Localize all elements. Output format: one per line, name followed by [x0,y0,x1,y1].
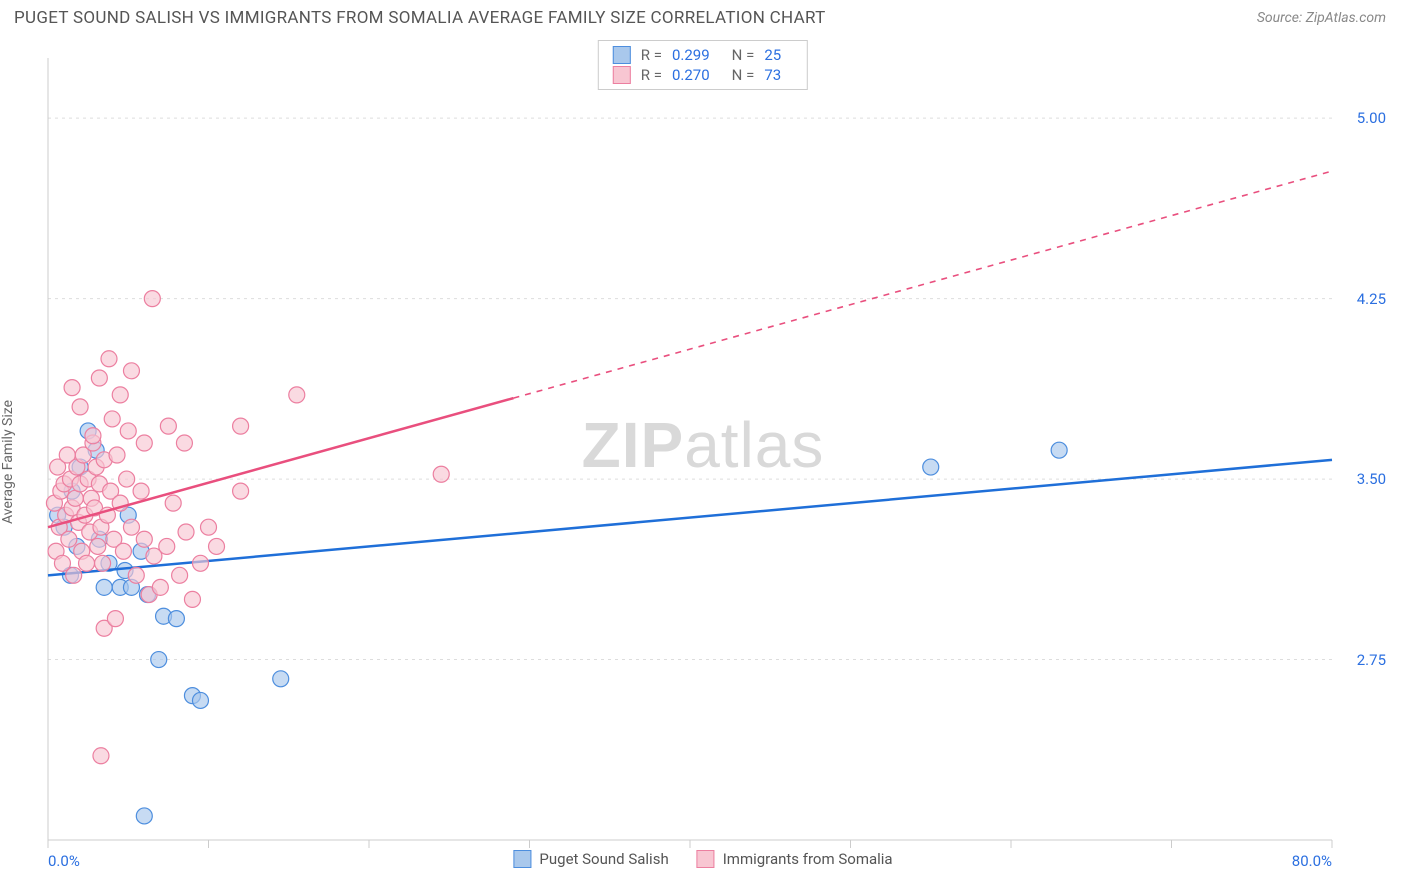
y-tick-label: 4.25 [1357,290,1386,308]
legend-swatch [697,850,715,868]
data-point [107,611,123,627]
y-tick-label: 5.00 [1357,109,1386,127]
legend-series-name: Puget Sound Salish [539,850,668,868]
data-point [61,531,77,547]
r-label: R = [641,46,662,64]
data-point [133,483,149,499]
data-point [95,555,111,571]
x-axis-min-label: 0.0% [48,852,80,870]
data-point [273,671,289,687]
data-point [165,495,181,511]
chart-title: PUGET SOUND SALISH VS IMMIGRANTS FROM SO… [14,8,826,28]
data-point [85,428,101,444]
data-point [168,611,184,627]
data-point [123,363,139,379]
data-point [201,519,217,535]
data-point [289,387,305,403]
data-point [192,692,208,708]
data-point [119,471,135,487]
legend-item: Immigrants from Somalia [697,850,893,868]
data-point [90,538,106,554]
data-point [104,411,120,427]
data-point [120,423,136,439]
data-point [1051,442,1067,458]
y-axis-label: Average Family Size [0,400,16,524]
legend-series-name: Immigrants from Somalia [723,850,893,868]
data-point [433,466,449,482]
y-tick-label: 3.50 [1357,470,1386,488]
n-label: N = [732,46,755,64]
data-point [192,555,208,571]
n-label: N = [732,66,755,84]
data-point [233,418,249,434]
data-point [67,490,83,506]
stats-legend: R = 0.299 N = 25 R = 0.270 N = 73 [598,40,808,90]
stats-legend-row: R = 0.299 N = 25 [599,45,807,65]
r-label: R = [641,66,662,84]
data-point [109,447,125,463]
data-point [128,567,144,583]
data-point [151,652,167,668]
data-point [144,291,160,307]
data-point [72,399,88,415]
data-point [112,387,128,403]
data-point [66,567,82,583]
source-attribution: Source: ZipAtlas.com [1257,10,1386,26]
trend-line [48,460,1332,575]
data-point [136,808,152,824]
data-point [93,748,109,764]
data-point [136,531,152,547]
data-point [923,459,939,475]
data-point [96,579,112,595]
data-point [152,579,168,595]
r-value: 0.299 [672,46,710,64]
data-point [178,524,194,540]
r-value: 0.270 [672,66,710,84]
legend-swatch [613,46,631,64]
data-point [79,555,95,571]
scatter-plot-svg [14,40,1392,884]
data-point [123,519,139,535]
chart-area: Average Family Size ZIPatlas R =0.299N =… [14,40,1392,884]
data-point [115,543,131,559]
data-point [172,567,188,583]
data-point [184,591,200,607]
n-value: 73 [764,66,781,84]
x-axis-max-label: 80.0% [1292,852,1332,870]
legend-swatch [513,850,531,868]
data-point [176,435,192,451]
trend-line-extrapolated [513,171,1332,398]
n-value: 25 [764,46,781,64]
y-tick-label: 2.75 [1357,651,1386,669]
data-point [159,538,175,554]
data-point [136,435,152,451]
data-point [209,538,225,554]
data-point [101,351,117,367]
legend-swatch [613,66,631,84]
stats-legend-row: R = 0.270 N = 73 [599,65,807,85]
series-legend: Puget Sound Salish Immigrants from Somali… [513,850,892,868]
data-point [91,370,107,386]
legend-item: Puget Sound Salish [513,850,668,868]
data-point [64,380,80,396]
data-point [160,418,176,434]
data-point [233,483,249,499]
